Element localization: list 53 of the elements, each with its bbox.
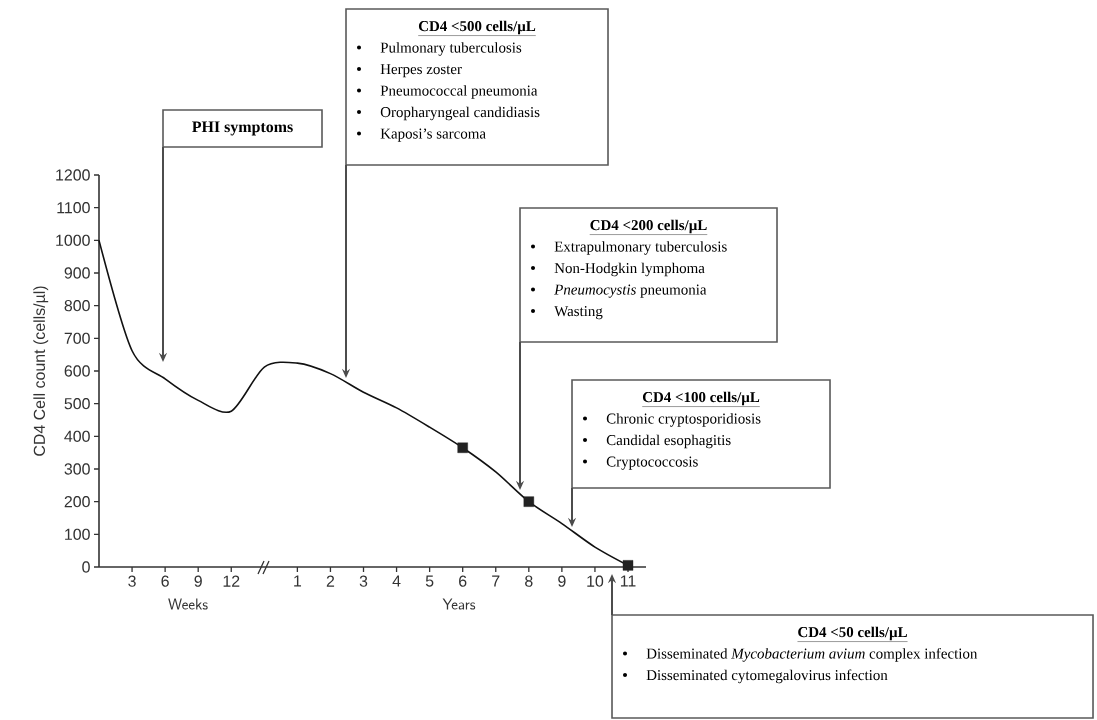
text: Weeks: [168, 598, 208, 610]
y-axis-title: CD4 Cell count (cells/µl): [33, 286, 49, 456]
x-tick-label: 9: [558, 575, 566, 587]
text: Years: [442, 598, 476, 610]
y-tick-label: 800: [64, 300, 90, 312]
text: Herpes zoster: [380, 64, 462, 78]
annotation: Non-Hodgkin lymphoma: [554, 262, 705, 277]
text: PHI symptoms: [192, 121, 293, 136]
point: [523, 496, 535, 507]
annotation: CD4 <200 cells/µL: [590, 219, 707, 234]
annotation: Wasting: [554, 306, 603, 320]
text: Oropharyngeal candidiasis: [380, 106, 540, 121]
x-tick-label: 6: [161, 575, 169, 587]
text: Disseminated cytomegalovirus infection: [646, 669, 888, 684]
y-tick-label: 700: [64, 332, 90, 344]
y-tick-label: 0: [82, 561, 90, 573]
x-tick-label: 11: [620, 575, 636, 587]
x-tick-label: 3: [128, 575, 136, 587]
annotation: CD4 <100 cells/µL: [642, 391, 760, 406]
y-tick-label: 300: [64, 463, 90, 475]
text: Kaposi’s sarcoma: [380, 128, 486, 142]
text: Pneumococcal pneumonia: [380, 85, 538, 99]
x-tick-label: 6: [459, 575, 467, 587]
text: CD4 <50 cells/µL: [798, 626, 907, 641]
point: [622, 560, 634, 571]
annotation: Cryptococcosis: [606, 456, 698, 470]
x-tick-label: 5: [425, 575, 434, 587]
y-tick-label: 1000: [56, 234, 90, 246]
text: Disseminated Mycobacterium avium complex infection: [646, 647, 978, 662]
x-tick-label: 7: [492, 575, 500, 587]
text: CD4 <500 cells/µL: [418, 20, 536, 35]
annotation: Extrapulmonary tuberculosis: [554, 241, 727, 255]
x-tick-label: 2: [326, 575, 335, 587]
x-tick-label: 3: [359, 575, 368, 587]
x-tick-label: 8: [525, 575, 533, 587]
annotation: Pneumocystis pneumonia: [554, 284, 707, 298]
y-tick-label: 1100: [57, 202, 90, 214]
text: Pulmonary tuberculosis: [380, 42, 522, 56]
x-tick-label: 1: [294, 575, 302, 587]
y-tick-label: 100: [65, 528, 90, 540]
y-tick-label: 1200: [56, 169, 90, 181]
y-tick-label: 400: [64, 430, 90, 442]
y-tick-label: 600: [64, 365, 90, 377]
annotation: Candidal esophagitis: [606, 434, 731, 449]
x-tick-label: 10: [587, 575, 604, 587]
y-tick-label: 200: [64, 496, 90, 508]
point: [457, 442, 468, 453]
x-tick-label: 4: [392, 575, 401, 587]
x-tick-label: 12: [223, 575, 240, 587]
y-tick-label: 900: [64, 267, 90, 279]
annotation: Chronic cryptosporidiosis: [606, 413, 761, 427]
y-tick-label: 500: [64, 398, 90, 410]
x-tick-label: 9: [194, 575, 202, 587]
